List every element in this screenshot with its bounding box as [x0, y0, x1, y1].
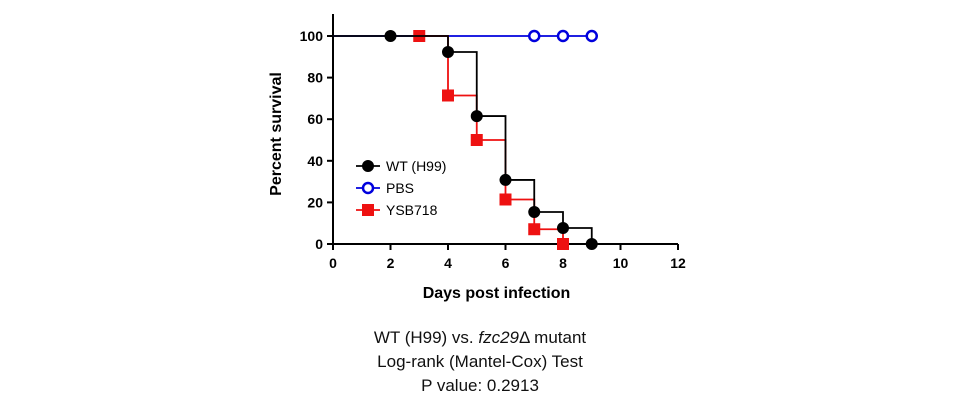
data-point [556, 29, 570, 43]
caption-line-1-suffix: Δ mutant [519, 328, 587, 347]
legend: WT (H99) PBS YSB718 [356, 158, 446, 218]
caption-line-1-prefix: WT (H99) vs. [373, 328, 479, 347]
axes: 0 2 4 6 8 10 12 0 20 40 60 80 100 Days post infection… [268, 14, 686, 302]
x-tick-label: 2 [387, 255, 395, 271]
data-point [585, 29, 598, 43]
series-ysb718 [413, 30, 569, 250]
data-point [499, 193, 512, 206]
legend-marker [362, 204, 374, 216]
y-tick-label: 100 [300, 28, 324, 44]
y-axis-title: Percent survival [268, 72, 285, 196]
caption-p-value: P value: 0.2913 [421, 376, 539, 395]
legend-marker [362, 160, 374, 172]
data-point [499, 173, 512, 186]
y-tick-label: 80 [307, 70, 323, 86]
x-axis-title: Days post infection [423, 285, 571, 302]
y-tick-label: 40 [307, 153, 323, 169]
data-point [528, 205, 541, 218]
y-tick-label: 60 [307, 111, 323, 127]
x-tick-label: 10 [613, 255, 629, 271]
legend-label: YSB718 [386, 202, 438, 218]
series-layer [333, 29, 598, 250]
data-point [384, 30, 397, 42]
series-wt-h99 [333, 30, 598, 250]
data-point [470, 134, 483, 146]
y-tick-label: 20 [307, 194, 323, 210]
data-point [528, 223, 541, 236]
x-tick-label: 12 [670, 255, 686, 271]
x-tick-label: 8 [559, 255, 567, 271]
legend-label: WT (H99) [386, 158, 446, 174]
data-point [442, 89, 454, 102]
data-point [557, 221, 569, 234]
legend-entry: PBS [356, 180, 414, 196]
legend-entry: YSB718 [356, 202, 438, 218]
legend-label: PBS [386, 180, 414, 196]
caption-test-name: Log-rank (Mantel-Cox) Test [377, 352, 583, 371]
legend-entry: WT (H99) [356, 158, 446, 174]
data-point [585, 238, 598, 250]
caption-gene-name: fzc29 [478, 328, 520, 347]
data-point [442, 46, 454, 59]
y-tick-label: 0 [315, 236, 323, 252]
data-point [557, 238, 569, 250]
x-tick-label: 0 [329, 255, 337, 271]
data-point [470, 110, 483, 123]
legend-marker [361, 181, 375, 195]
x-tick-label: 4 [444, 255, 452, 271]
data-point [528, 29, 541, 43]
caption-line-1: WT (H99) vs. fzc29Δ mutant [0, 328, 960, 348]
x-tick-label: 6 [502, 255, 510, 271]
survival-chart: 0 2 4 6 8 10 12 0 20 40 60 80 100 Days post infection… [268, 14, 686, 302]
